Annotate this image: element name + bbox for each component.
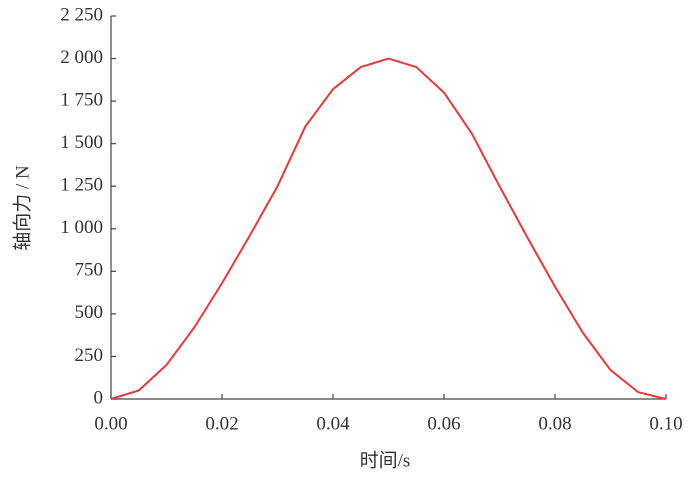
x-tick-label: 0.04 bbox=[316, 413, 350, 434]
y-tick-label: 750 bbox=[75, 260, 104, 281]
x-tick-label: 0.10 bbox=[649, 413, 682, 434]
y-axis-label: 轴向力 / N bbox=[11, 165, 33, 251]
x-tick-label: 0.06 bbox=[427, 413, 460, 434]
y-tick-label: 250 bbox=[75, 345, 104, 366]
y-tick-label: 1 000 bbox=[60, 217, 103, 238]
x-tick-label: 0.08 bbox=[538, 413, 571, 434]
y-tick-label: 2 250 bbox=[60, 4, 103, 25]
y-tick-label: 2 000 bbox=[60, 47, 103, 68]
data-line bbox=[110, 57, 667, 400]
y-tick-label: 500 bbox=[75, 302, 104, 323]
y-tick-label: 0 bbox=[94, 387, 104, 408]
x-axis-label: 时间/s bbox=[360, 449, 411, 471]
x-tick-label: 0.02 bbox=[205, 413, 238, 434]
x-tick-label: 0.00 bbox=[94, 413, 127, 434]
y-tick-label: 1 750 bbox=[60, 89, 103, 110]
y-tick-label: 1 500 bbox=[60, 132, 103, 153]
y-tick-label: 1 250 bbox=[60, 175, 103, 196]
